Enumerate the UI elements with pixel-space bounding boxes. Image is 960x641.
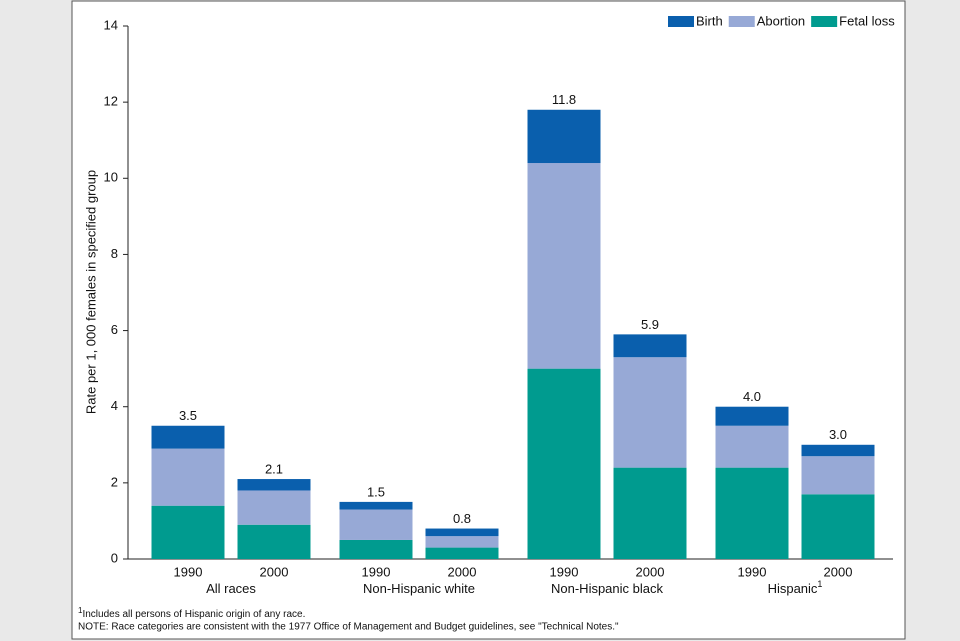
bar-segment	[613, 357, 687, 468]
x-tick-label: 2000	[448, 564, 477, 579]
total-label: 11.8	[552, 92, 576, 107]
bar-segment	[801, 456, 875, 495]
group-label-text: Hispanic	[768, 581, 818, 596]
group-label-text: All races	[206, 581, 256, 596]
group-label: Non-Hispanic black	[551, 581, 663, 596]
group-label-text: Non-Hispanic white	[363, 581, 475, 596]
legend-label: Birth	[696, 13, 723, 28]
bar-segment	[237, 490, 311, 525]
x-tick-label: 2000	[824, 564, 853, 579]
bar-segment	[339, 501, 413, 510]
total-label: 2.1	[265, 461, 283, 476]
bar-segment	[715, 425, 789, 468]
bar-segment	[151, 425, 225, 449]
y-tick-label: 6	[111, 322, 118, 337]
legend-swatch	[668, 16, 694, 27]
bar-segment	[339, 539, 413, 559]
y-tick-label: 2	[111, 474, 118, 489]
footnote: 1Includes all persons of Hispanic origin…	[78, 606, 305, 620]
x-tick-label: 1990	[738, 564, 767, 579]
bar-segment	[613, 334, 687, 358]
x-tick-label: 2000	[636, 564, 665, 579]
bar-segment	[151, 505, 225, 559]
bar-segment	[527, 368, 601, 559]
bar-segment	[527, 163, 601, 369]
bar-segment	[237, 524, 311, 559]
group-label: Non-Hispanic white	[363, 581, 475, 596]
total-label: 5.9	[641, 317, 659, 332]
footnote-mark: 1	[78, 606, 83, 615]
bar-segment	[425, 528, 499, 537]
legend-swatch	[728, 16, 755, 27]
bar-segment	[715, 406, 789, 426]
x-tick-label: 1990	[550, 564, 579, 579]
y-axis-label: Rate per 1, 000 females in specified gro…	[83, 170, 98, 414]
bar-segment	[613, 467, 687, 559]
total-label: 4.0	[743, 389, 761, 404]
group-label: All races	[206, 581, 256, 596]
footnote-mark: 1	[817, 579, 822, 589]
x-tick-label: 2000	[260, 564, 289, 579]
y-tick-label: 0	[111, 550, 118, 565]
total-label: 0.8	[453, 511, 471, 526]
note: NOTE: Race categories are consistent wit…	[78, 622, 619, 633]
legend-swatch	[811, 16, 838, 27]
y-tick-label: 4	[111, 398, 118, 413]
bar-segment	[801, 494, 875, 559]
bar-segment	[527, 109, 601, 164]
bar-segment	[715, 467, 789, 559]
group-label-text: Non-Hispanic black	[551, 581, 663, 596]
x-tick-label: 1990	[174, 564, 203, 579]
y-tick-label: 10	[104, 170, 118, 185]
bar-segment	[425, 547, 499, 559]
y-tick-label: 8	[111, 246, 118, 261]
legend-label: Abortion	[757, 13, 805, 28]
total-label: 3.5	[179, 408, 197, 423]
bar-segment	[801, 444, 875, 457]
bar-segment	[425, 536, 499, 548]
bar-segment	[237, 479, 311, 491]
total-label: 3.0	[829, 427, 847, 442]
y-tick-label: 12	[104, 94, 118, 109]
x-tick-label: 1990	[362, 564, 391, 579]
group-label: Hispanic1	[768, 579, 823, 596]
footnote-text: Includes all persons of Hispanic origin …	[82, 609, 305, 620]
total-label: 1.5	[367, 484, 385, 499]
bar-segment	[339, 509, 413, 540]
bar-segment	[151, 448, 225, 506]
y-tick-label: 14	[104, 17, 118, 32]
legend-label: Fetal loss	[839, 13, 895, 28]
